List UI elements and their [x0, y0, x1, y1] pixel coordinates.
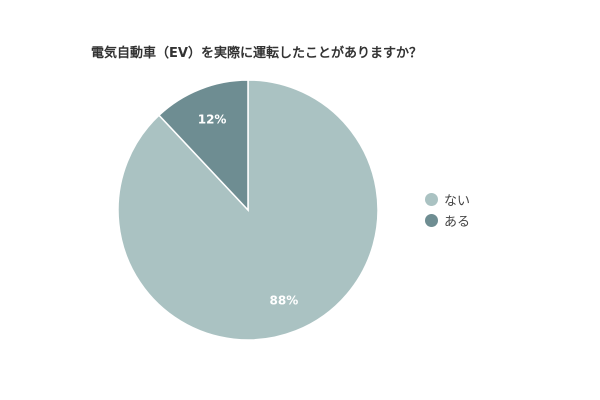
legend-label-nai: ない — [444, 194, 471, 209]
legend-label-aru: ある — [444, 215, 471, 230]
data-label-aru: 12% — [198, 112, 227, 126]
chart-title: 電気自動車（EV）を実際に運転したことがありますか？ — [91, 46, 422, 61]
legend-swatch-aru — [425, 214, 438, 227]
legend-item-nai[interactable]: ない — [425, 189, 470, 210]
legend-swatch-nai — [425, 193, 438, 206]
legend: ない ある — [425, 189, 470, 231]
pie-slice-aru[interactable] — [157, 79, 249, 212]
data-label-nai: 88% — [270, 294, 299, 308]
legend-item-aru[interactable]: ある — [425, 210, 470, 231]
